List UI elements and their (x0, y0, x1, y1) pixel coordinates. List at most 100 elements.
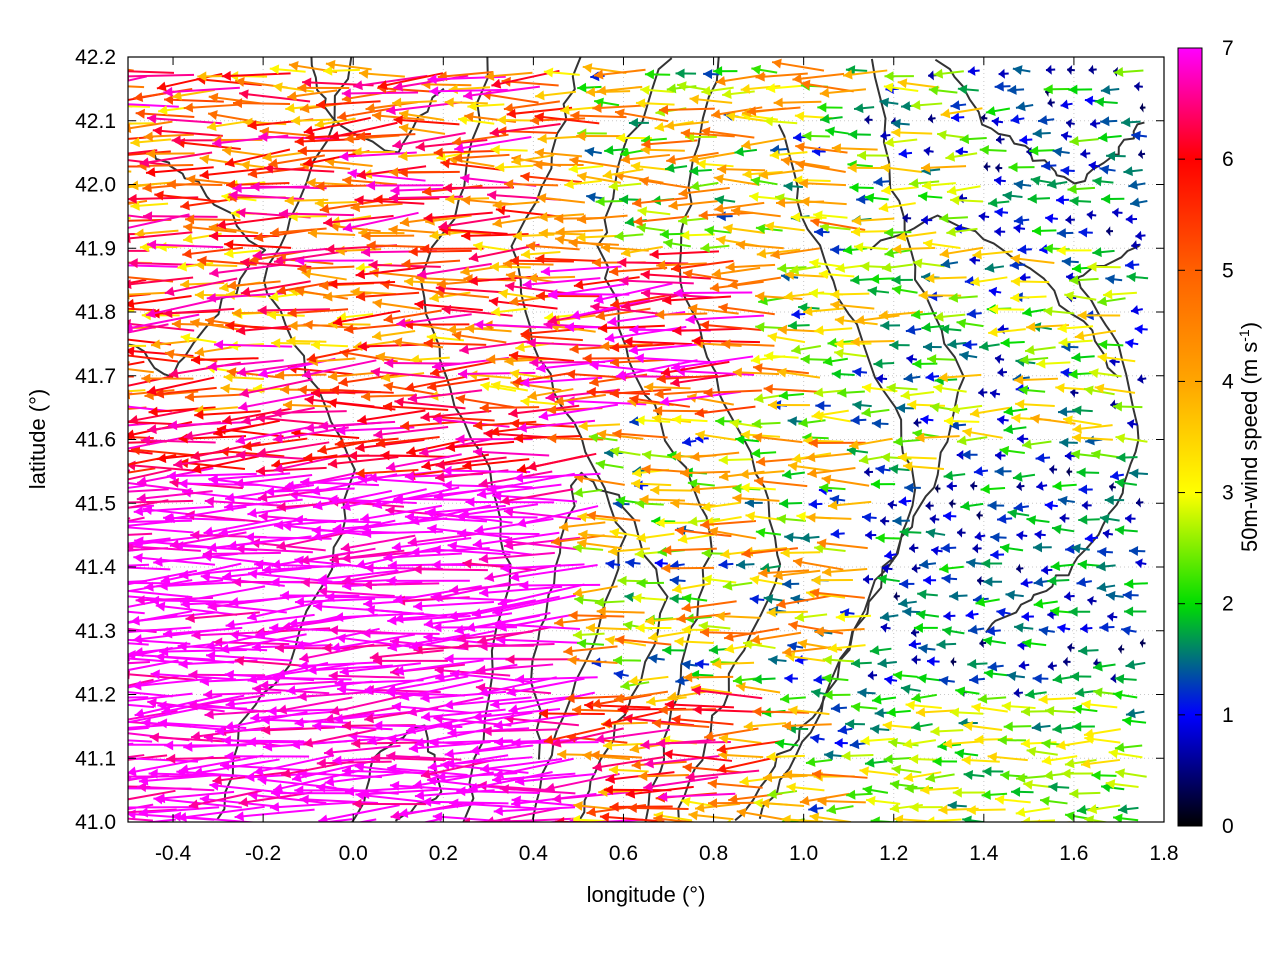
wind-arrow (493, 713, 579, 730)
wind-arrow (1047, 97, 1055, 108)
wind-arrow (324, 772, 404, 787)
wind-arrow (404, 375, 468, 393)
wind-arrow (383, 552, 462, 563)
wind-arrow (1113, 66, 1144, 77)
wind-arrow (387, 633, 470, 652)
wind-arrow (1025, 689, 1047, 699)
wind-arrow (881, 185, 918, 196)
wind-arrow (861, 407, 890, 418)
wind-arrow (699, 320, 762, 331)
wind-arrow (461, 195, 512, 206)
wind-arrow (950, 100, 967, 111)
wind-arrow (786, 782, 825, 793)
wind-arrow (568, 163, 604, 174)
wind-arrow (298, 660, 379, 671)
wind-arrow (787, 641, 804, 652)
wind-arrow (870, 479, 896, 490)
wind-arrow (128, 516, 145, 523)
wind-arrow (229, 594, 314, 608)
wind-arrow (875, 464, 891, 475)
wind-arrow (792, 72, 845, 84)
wind-arrow (1064, 291, 1097, 302)
wind-arrow (572, 629, 605, 640)
x-tick-label: 0.8 (699, 842, 728, 865)
wind-arrow (301, 359, 377, 379)
wind-arrow (939, 563, 964, 574)
wind-arrow (1115, 433, 1148, 444)
wind-arrow (1065, 214, 1075, 225)
wind-arrow (763, 384, 821, 395)
wind-arrow (476, 483, 562, 499)
wind-arrow (203, 689, 282, 700)
wind-arrow (976, 575, 985, 586)
wind-arrow (670, 259, 734, 274)
wind-arrow (846, 789, 873, 800)
wind-arrow (1122, 590, 1139, 601)
wind-arrow (795, 159, 846, 174)
wind-arrow (1051, 524, 1075, 535)
wind-arrow (862, 785, 889, 796)
wind-arrow (979, 145, 1007, 156)
wind-arrow (962, 427, 1003, 439)
wind-arrow (809, 258, 844, 269)
wind-arrow (386, 675, 469, 695)
wind-arrow (128, 407, 199, 425)
wind-arrow (673, 287, 753, 298)
wind-arrow (644, 69, 671, 80)
wind-arrow (585, 622, 629, 633)
wind-arrow (543, 67, 580, 78)
wind-arrow (1081, 500, 1092, 511)
wind-arrow (656, 260, 707, 271)
wind-arrow (776, 594, 832, 609)
wind-arrow (764, 351, 799, 362)
wind-arrow (897, 452, 937, 463)
wind-arrow (500, 563, 585, 574)
contour-line (985, 244, 1140, 634)
wind-arrow (940, 107, 983, 119)
wind-arrow (1017, 433, 1029, 444)
wind-arrow (614, 108, 669, 123)
wind-arrow (1116, 452, 1138, 463)
wind-arrow (133, 505, 214, 517)
wind-arrow (943, 416, 980, 427)
colorbar-ticks: 0 1 2 3 4 5 6 7 (1178, 37, 1234, 838)
wind-arrow (172, 88, 215, 101)
wind-arrow (1038, 694, 1077, 705)
wind-arrow (864, 757, 888, 768)
wind-arrow (1066, 466, 1073, 477)
wind-arrow (146, 148, 195, 159)
wind-arrow (682, 762, 742, 774)
wind-arrow (1125, 338, 1139, 349)
wind-arrow (474, 517, 554, 535)
wind-arrow (319, 200, 378, 214)
wind-arrow (623, 336, 693, 347)
contour-line (869, 214, 1119, 378)
wind-arrow (900, 390, 935, 400)
x-axis-label: longitude (°) (587, 882, 706, 907)
wind-arrow (225, 320, 292, 331)
wind-arrow (373, 425, 449, 440)
wind-arrow (971, 702, 1008, 713)
wind-arrow (429, 291, 471, 303)
wind-arrow (128, 789, 176, 801)
wind-arrow (431, 545, 511, 556)
wind-arrow (1032, 542, 1052, 553)
wind-arrow (128, 638, 191, 645)
wind-arrow (317, 586, 395, 598)
wind-arrow (970, 480, 978, 491)
wind-arrow (128, 440, 167, 444)
wind-arrow (658, 104, 715, 115)
wind-arrow (1070, 671, 1092, 682)
wind-arrow (991, 116, 1004, 127)
wind-arrow (827, 643, 866, 654)
wind-arrow (223, 498, 303, 512)
wind-arrow (84, 154, 122, 164)
wind-arrow (1094, 383, 1136, 394)
wind-arrow (287, 89, 338, 101)
wind-arrow (819, 482, 846, 493)
wind-arrow (988, 286, 1002, 297)
wind-arrow (638, 771, 689, 782)
wind-arrow (251, 642, 333, 653)
wind-arrow (647, 653, 665, 664)
wind-arrow (315, 825, 400, 836)
